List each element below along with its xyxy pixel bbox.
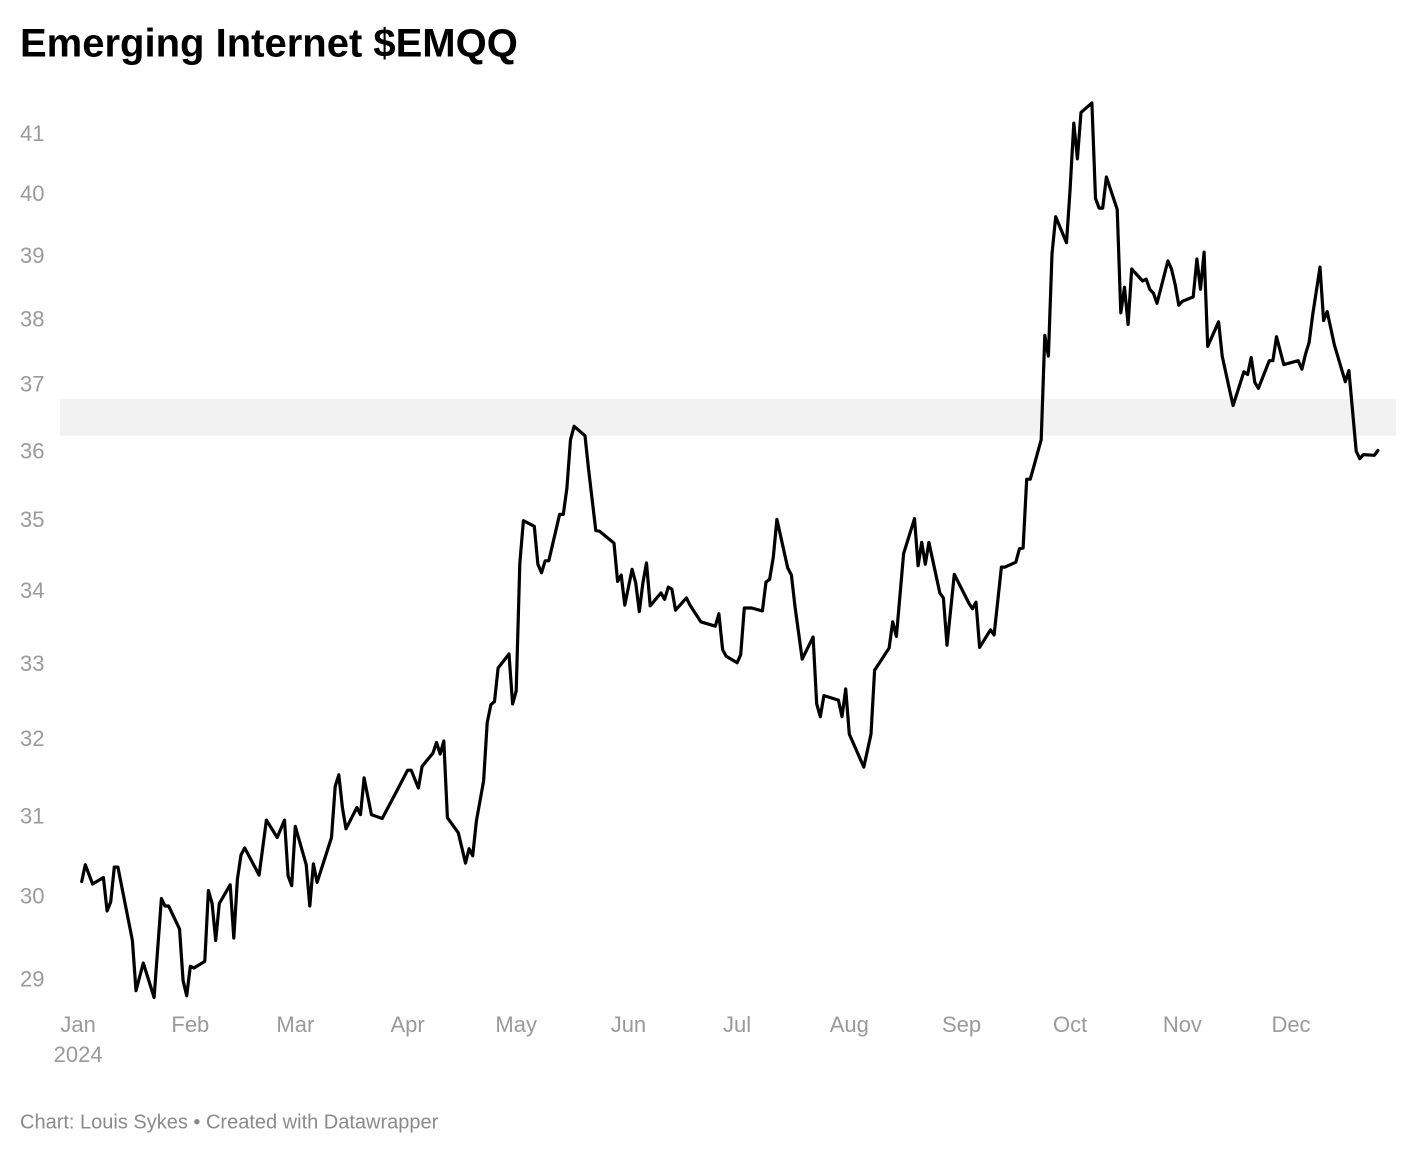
y-tick-label: 30 <box>20 884 44 909</box>
y-tick-label: 36 <box>20 438 44 463</box>
y-tick-label: 41 <box>20 121 44 146</box>
y-tick-label: 33 <box>20 651 44 676</box>
x-year-label: 2024 <box>54 1042 103 1067</box>
y-tick-label: 40 <box>20 181 44 206</box>
y-tick-label: 34 <box>20 578 44 603</box>
x-tick-label: Nov <box>1163 1012 1202 1037</box>
x-tick-label: Apr <box>390 1012 424 1037</box>
x-tick-label: Jan <box>60 1012 95 1037</box>
y-tick-label: 32 <box>20 726 44 751</box>
chart-title: Emerging Internet $EMQQ <box>20 22 518 66</box>
price-line <box>80 101 1380 1000</box>
y-tick-label: 39 <box>20 243 44 268</box>
x-tick-label: Dec <box>1271 1012 1310 1037</box>
y-tick-label: 35 <box>20 507 44 532</box>
x-tick-label: Jun <box>611 1012 646 1037</box>
x-tick-label: Feb <box>171 1012 209 1037</box>
y-tick-label: 31 <box>20 804 44 829</box>
x-tick-label: Jul <box>723 1012 751 1037</box>
y-tick-label: 29 <box>20 966 44 991</box>
x-tick-label: Aug <box>830 1012 869 1037</box>
highlight-band <box>60 398 1396 436</box>
x-tick-label: Oct <box>1053 1012 1087 1037</box>
chart-source: Chart: Louis Sykes • Created with Datawr… <box>20 1111 439 1133</box>
x-tick-label: May <box>495 1012 537 1037</box>
x-tick-label: Mar <box>276 1012 314 1037</box>
y-tick-label: 38 <box>20 306 44 331</box>
y-tick-label: 37 <box>20 371 44 396</box>
x-tick-label: Sep <box>942 1012 981 1037</box>
